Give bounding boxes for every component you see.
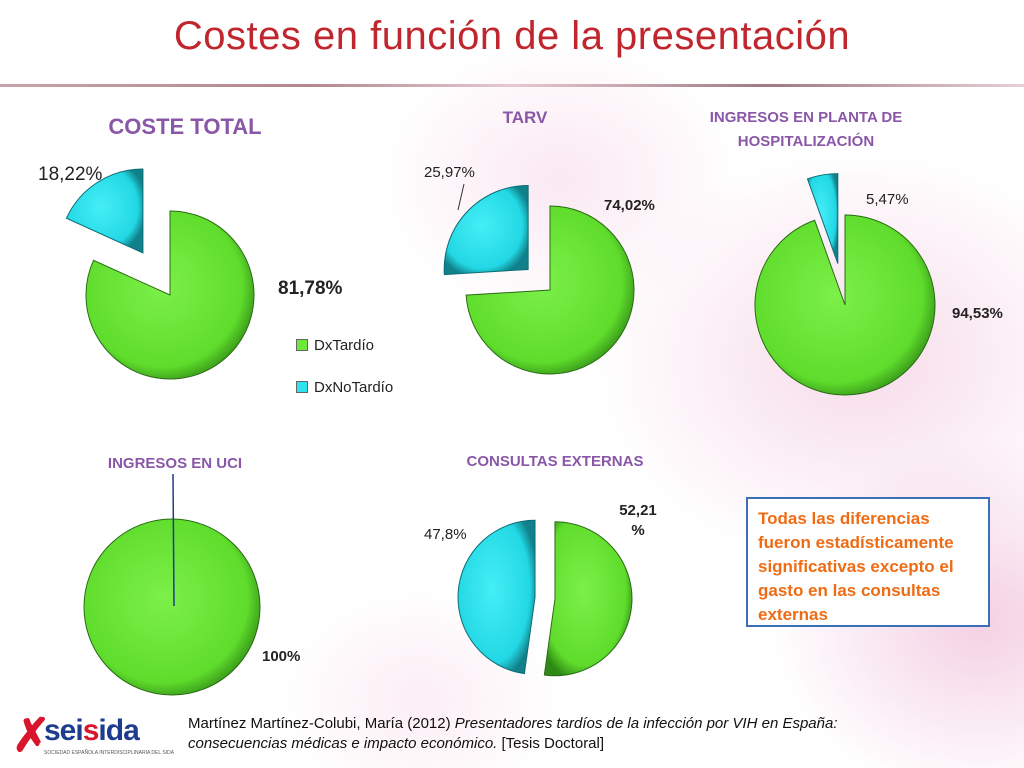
legend-label: DxTardío [314, 336, 375, 354]
pie-slice-dx-no-tardio [806, 173, 839, 264]
legend-item: DxNoTardío [296, 375, 393, 399]
legend-swatch-cyan [296, 381, 308, 393]
title-divider [0, 84, 1024, 87]
data-label: 74,02% [604, 197, 655, 214]
chart-title-tarv: TARV [502, 108, 548, 127]
pie-slice-dx-tardio [543, 521, 633, 677]
logo-wordmark: seisida [44, 714, 140, 747]
data-label: 47,8% [424, 526, 467, 543]
legend-item: DxTardío [296, 333, 393, 357]
logo-subtitle: SOCIEDAD ESPAÑOLA INTERDISCIPLINARIA DEL… [44, 750, 175, 756]
pie-slice-dx-no-tardio [457, 519, 536, 675]
citation-author: Martínez Martínez-Colubi, María (2012) [188, 715, 455, 732]
ribbon-icon: ✗ [12, 709, 51, 761]
legend-label: DxNoTardío [314, 378, 394, 396]
citation-work: Presentadores tardíos de la infección po… [188, 715, 838, 752]
citation: Martínez Martínez-Colubi, María (2012) P… [188, 714, 868, 754]
leader-line-uci [172, 473, 175, 607]
pie-slice-dx-tardio [754, 214, 936, 396]
chart-title-coste-total: COSTE TOTAL [108, 114, 262, 139]
pie-slice-dx-no-tardio [65, 168, 144, 254]
pie-slice-dx-tardio [85, 210, 255, 380]
leader-line-tarv [457, 183, 465, 211]
chart-title-planta: INGRESOS EN PLANTA DE HOSPITALIZACIÓN [709, 109, 903, 150]
data-label: 18,22% [38, 164, 103, 185]
data-label: 100% [262, 648, 301, 665]
chart-legend: DxTardío DxNoTardío [296, 333, 393, 417]
data-label: 5,47% [866, 191, 909, 208]
data-label: 25,97% [424, 164, 475, 181]
chart-title-uci: INGRESOS EN UCI [107, 455, 243, 472]
pie-slice-dx-no-tardio [443, 184, 529, 276]
significance-note: Todas las diferencias fueron estadística… [746, 497, 990, 627]
data-label: 94,53% [952, 305, 1003, 322]
pie-slice-dx-tardio [83, 518, 261, 696]
data-label: 52,21 % [619, 502, 657, 539]
pie-slice-dx-tardio [465, 205, 635, 375]
chart-title-consultas: CONSULTAS EXTERNAS [466, 453, 644, 470]
page-title: Costes en función de la presentación [173, 14, 851, 58]
citation-type: [Tesis Doctoral] [497, 735, 605, 752]
data-label: 81,78% [278, 278, 343, 299]
seisida-logo: ✗ seisida SOCIEDAD ESPAÑOLA INTERDISCIPL… [12, 709, 174, 764]
legend-swatch-green [296, 339, 308, 351]
